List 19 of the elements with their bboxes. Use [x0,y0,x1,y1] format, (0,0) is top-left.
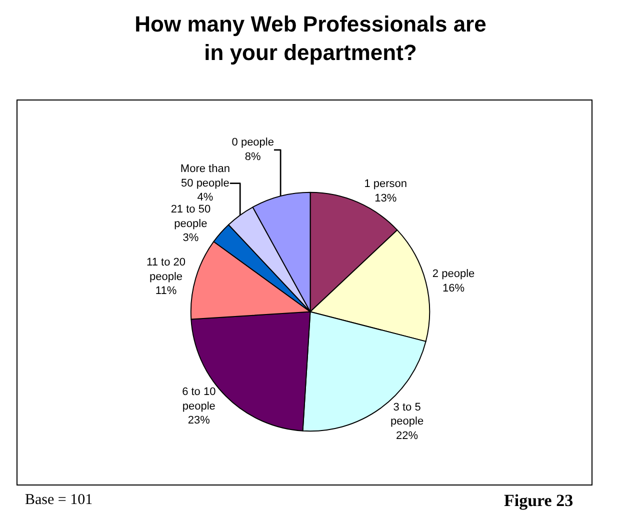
data-label: 13% [374,192,397,204]
slice-label: 1 person [364,178,408,190]
slice-label: 3 to 5 people [390,401,424,428]
slice-label: More than 50 people [180,163,230,190]
text: Base = 101 [25,492,93,508]
data-label: 23% [188,414,210,427]
data-label: 4% [197,192,214,204]
data-label: 16% [442,282,465,294]
slice-label: 21 to 50 people [170,204,211,230]
slice-label: 0 people [232,136,274,149]
chart-title: How many Web Professionals are in your department? [134,12,486,66]
slice-label: 6 to 10 people [182,386,216,412]
data-label: 3% [182,232,199,244]
caption: Figure 23 [504,491,574,510]
data-label: 8% [244,151,262,164]
slice-label: 2 people [432,268,475,280]
data-label: 11% [155,285,177,298]
data-label: 22% [396,430,418,442]
slice-label: 11 to 20 people [146,256,186,283]
